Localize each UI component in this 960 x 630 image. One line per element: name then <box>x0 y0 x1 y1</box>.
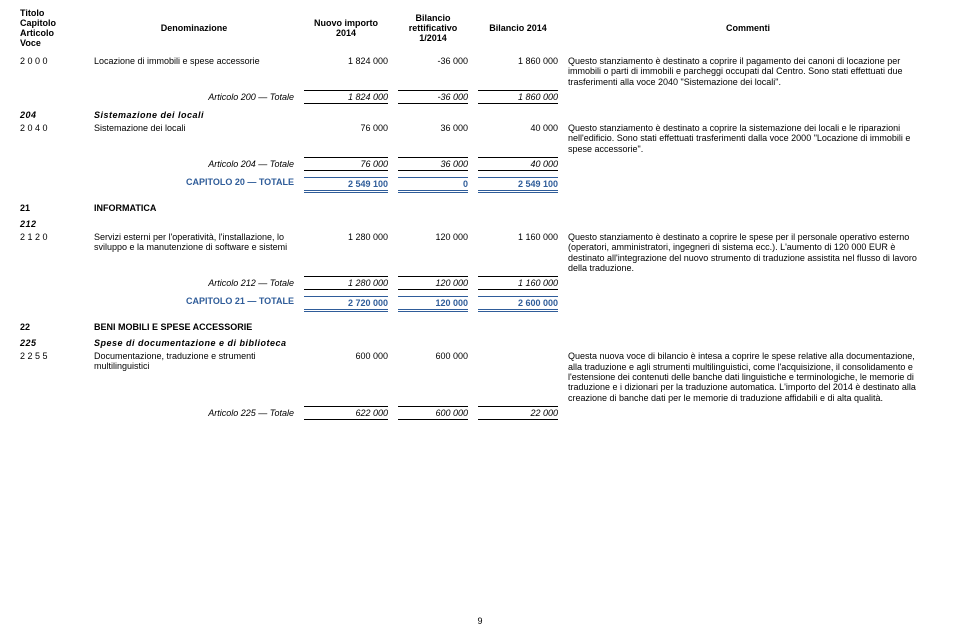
v3: 1 160 000 <box>478 276 558 290</box>
v2: 36 000 <box>398 123 468 133</box>
subtotal-a200: Articolo 200 — Totale 1 824 000 -36 000 … <box>20 90 940 104</box>
v2: 36 000 <box>398 157 468 171</box>
code: 21 <box>20 203 84 213</box>
denom: Documentazione, traduzione e strumenti m… <box>94 351 294 371</box>
chapter-20-total: CAPITOLO 20 — TOTALE 2 549 100 0 2 549 1… <box>20 177 940 193</box>
row-2040: 2 0 4 0 Sistemazione dei locali 76 000 3… <box>20 123 940 154</box>
label: CAPITOLO 20 — TOTALE <box>94 177 294 193</box>
hdr-col6: Commenti <box>568 23 928 33</box>
section-212: 212 <box>20 219 940 229</box>
v1: 76 000 <box>304 157 388 171</box>
code: 2 2 5 5 <box>20 351 84 361</box>
denom: Locazione di immobili e spese accessorie <box>94 56 294 66</box>
label: Articolo 204 — Totale <box>94 159 294 169</box>
comment: Questo stanziamento è destinato a coprir… <box>568 232 928 273</box>
comment: Questo stanziamento è destinato a coprir… <box>568 56 928 87</box>
code: 2 1 2 0 <box>20 232 84 242</box>
code: 204 <box>20 110 84 120</box>
v3: 40 000 <box>478 123 558 133</box>
row-2120: 2 1 2 0 Servizi esterni per l'operativit… <box>20 232 940 273</box>
v1: 2 549 100 <box>304 177 388 193</box>
v1: 600 000 <box>304 351 388 361</box>
v1: 622 000 <box>304 406 388 420</box>
v1: 1 280 000 <box>304 232 388 242</box>
hdr-col2: Denominazione <box>94 23 294 33</box>
hdr-col1: Titolo Capitolo Articolo Voce <box>20 8 84 48</box>
denom <box>94 219 294 229</box>
v2: 120 000 <box>398 232 468 242</box>
v3: 40 000 <box>478 157 558 171</box>
hdr-col5: Bilancio 2014 <box>478 23 558 33</box>
section-225: 225 Spese di documentazione e di bibliot… <box>20 338 940 348</box>
code: 22 <box>20 322 84 332</box>
denom: Sistemazione dei locali <box>94 110 294 120</box>
hdr-col3: Nuovo importo 2014 <box>304 18 388 38</box>
denom: Sistemazione dei locali <box>94 123 294 133</box>
v2: 120 000 <box>398 296 468 312</box>
v2: -36 000 <box>398 90 468 104</box>
subtotal-a212: Articolo 212 — Totale 1 280 000 120 000 … <box>20 276 940 290</box>
denom: BENI MOBILI E SPESE ACCESSORIE <box>94 322 294 332</box>
label: Articolo 225 — Totale <box>94 408 294 418</box>
section-21: 21 INFORMATICA <box>20 203 940 213</box>
code: 2 0 4 0 <box>20 123 84 133</box>
v1: 1 824 000 <box>304 90 388 104</box>
v2: 0 <box>398 177 468 193</box>
v2: 120 000 <box>398 276 468 290</box>
comment: Questo stanziamento è destinato a coprir… <box>568 123 928 154</box>
v3: 1 160 000 <box>478 232 558 242</box>
code: 225 <box>20 338 84 348</box>
code: 2 0 0 0 <box>20 56 84 66</box>
label: Articolo 212 — Totale <box>94 278 294 288</box>
v3: 1 860 000 <box>478 56 558 66</box>
page-number: 9 <box>477 616 482 626</box>
label: CAPITOLO 21 — TOTALE <box>94 296 294 312</box>
denom: Servizi esterni per l'operatività, l'ins… <box>94 232 294 252</box>
subtotal-a225: Articolo 225 — Totale 622 000 600 000 22… <box>20 406 940 420</box>
subtotal-a204: Articolo 204 — Totale 76 000 36 000 40 0… <box>20 157 940 171</box>
hdr-col4: Bilancio rettificativo 1/2014 <box>398 13 468 43</box>
chapter-21-total: CAPITOLO 21 — TOTALE 2 720 000 120 000 2… <box>20 296 940 312</box>
v3: 2 549 100 <box>478 177 558 193</box>
comment: Questa nuova voce di bilancio è intesa a… <box>568 351 928 403</box>
v2: -36 000 <box>398 56 468 66</box>
section-204: 204 Sistemazione dei locali <box>20 110 940 120</box>
row-2000: 2 0 0 0 Locazione di immobili e spese ac… <box>20 56 940 87</box>
v3: 1 860 000 <box>478 90 558 104</box>
table-header: Titolo Capitolo Articolo Voce Denominazi… <box>20 8 940 48</box>
v1: 2 720 000 <box>304 296 388 312</box>
v2: 600 000 <box>398 351 468 361</box>
v1: 1 280 000 <box>304 276 388 290</box>
denom: INFORMATICA <box>94 203 294 213</box>
v1: 76 000 <box>304 123 388 133</box>
v1: 1 824 000 <box>304 56 388 66</box>
v2: 600 000 <box>398 406 468 420</box>
label: Articolo 200 — Totale <box>94 92 294 102</box>
section-22: 22 BENI MOBILI E SPESE ACCESSORIE <box>20 322 940 332</box>
v3: 22 000 <box>478 406 558 420</box>
v3: 2 600 000 <box>478 296 558 312</box>
row-2255: 2 2 5 5 Documentazione, traduzione e str… <box>20 351 940 403</box>
denom: Spese di documentazione e di biblioteca <box>94 338 294 348</box>
code: 212 <box>20 219 84 229</box>
